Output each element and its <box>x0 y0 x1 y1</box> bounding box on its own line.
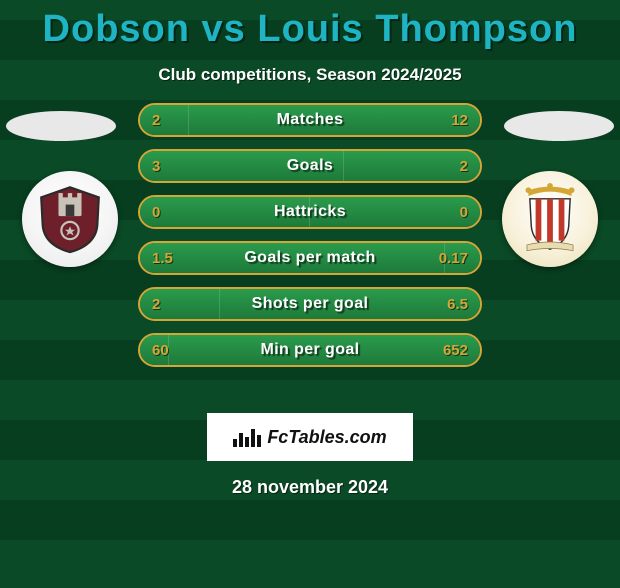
logo-bars-icon <box>233 427 261 447</box>
comparison-date: 28 november 2024 <box>0 477 620 498</box>
stat-bar: 1.50.17Goals per match <box>138 241 482 275</box>
stat-bar: 60652Min per goal <box>138 333 482 367</box>
club-crest-right-svg <box>514 183 586 255</box>
stat-bar: 00Hattricks <box>138 195 482 229</box>
club-crest-right <box>502 171 598 267</box>
club-crest-left <box>22 171 118 267</box>
player-left-oval <box>6 111 116 141</box>
stat-bars: 212Matches 32Goals 00Hattricks 1.50.17Goals… <box>138 103 482 379</box>
comparison-stage: 212Matches 32Goals 00Hattricks 1.50.17Goals… <box>0 103 620 403</box>
page-subtitle: Club competitions, Season 2024/2025 <box>0 65 620 85</box>
stat-bar: 26.5Shots per goal <box>138 287 482 321</box>
stat-label: Min per goal <box>140 335 480 365</box>
fctables-logo: FcTables.com <box>207 413 413 461</box>
stat-bar: 212Matches <box>138 103 482 137</box>
club-crest-left-svg <box>34 183 106 255</box>
stat-label: Shots per goal <box>140 289 480 319</box>
stat-bar: 32Goals <box>138 149 482 183</box>
player-right-oval <box>504 111 614 141</box>
logo-text: FcTables.com <box>267 427 386 448</box>
stat-label: Goals <box>140 151 480 181</box>
stat-label: Goals per match <box>140 243 480 273</box>
page-title: Dobson vs Louis Thompson <box>0 8 620 51</box>
stat-label: Matches <box>140 105 480 135</box>
stat-label: Hattricks <box>140 197 480 227</box>
